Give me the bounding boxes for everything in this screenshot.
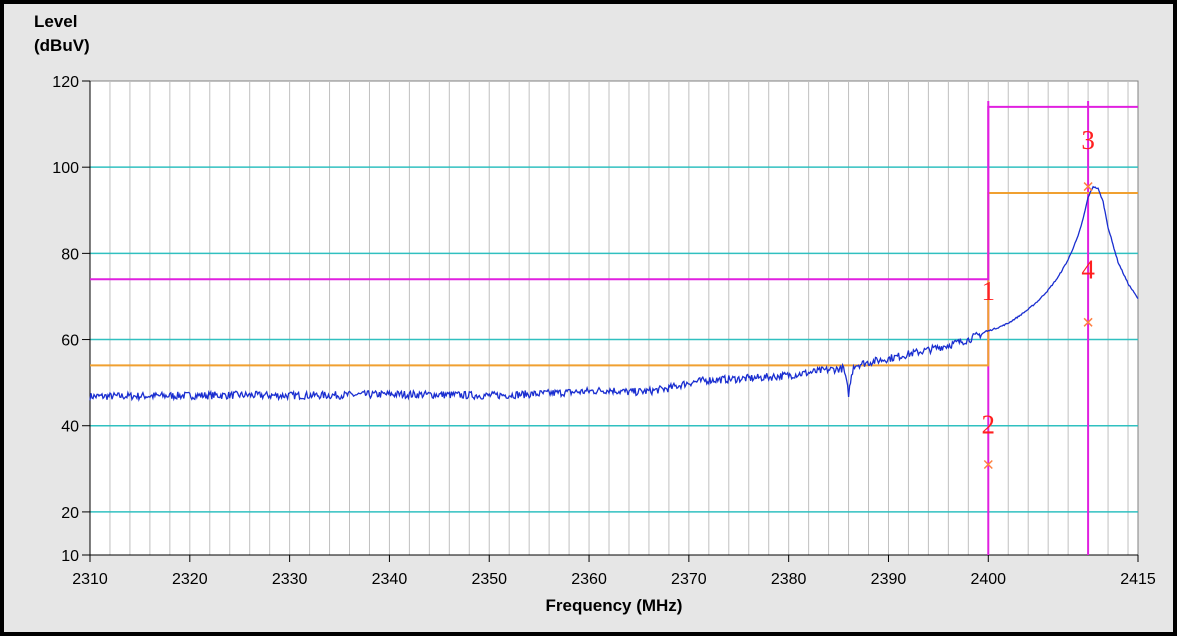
y-tick-label: 80	[61, 246, 79, 263]
x-axis-label: Frequency (MHz)	[546, 596, 683, 615]
x-tick-label: 2390	[871, 571, 907, 588]
x-tick-label: 2370	[671, 571, 707, 588]
y-tick-label: 10	[61, 548, 79, 565]
y-axis-label-line2: (dBuV)	[34, 36, 90, 55]
x-tick-label: 2340	[372, 571, 408, 588]
y-tick-label: 20	[61, 505, 79, 522]
marker-label: 3	[1081, 125, 1095, 155]
x-tick-label: 2320	[172, 571, 208, 588]
marker-label: 1	[982, 276, 996, 306]
y-tick-label: 60	[61, 333, 79, 350]
x-tick-label: 2380	[771, 571, 807, 588]
y-tick-label: 100	[52, 160, 79, 177]
x-tick-label: 2350	[471, 571, 507, 588]
marker-label: 4	[1081, 254, 1095, 284]
x-tick-label: 2330	[272, 571, 308, 588]
plot-area	[89, 80, 1139, 556]
measurement-trace	[89, 185, 1139, 402]
peak-limit-line	[90, 105, 1138, 281]
y-tick-label: 40	[61, 419, 79, 436]
marker-label: 2	[982, 409, 996, 439]
y-tick-label: 120	[52, 74, 79, 91]
data-point-marker	[983, 459, 993, 470]
data-point-marker	[1083, 317, 1093, 327]
x-tick-label: 2360	[571, 571, 607, 588]
x-tick-label: 2310	[72, 571, 108, 588]
x-tick-label: 2415	[1120, 571, 1156, 588]
x-tick-label: 2400	[970, 571, 1006, 588]
y-axis-label-line1: Level	[34, 12, 78, 31]
data-point-marker	[1083, 182, 1093, 192]
